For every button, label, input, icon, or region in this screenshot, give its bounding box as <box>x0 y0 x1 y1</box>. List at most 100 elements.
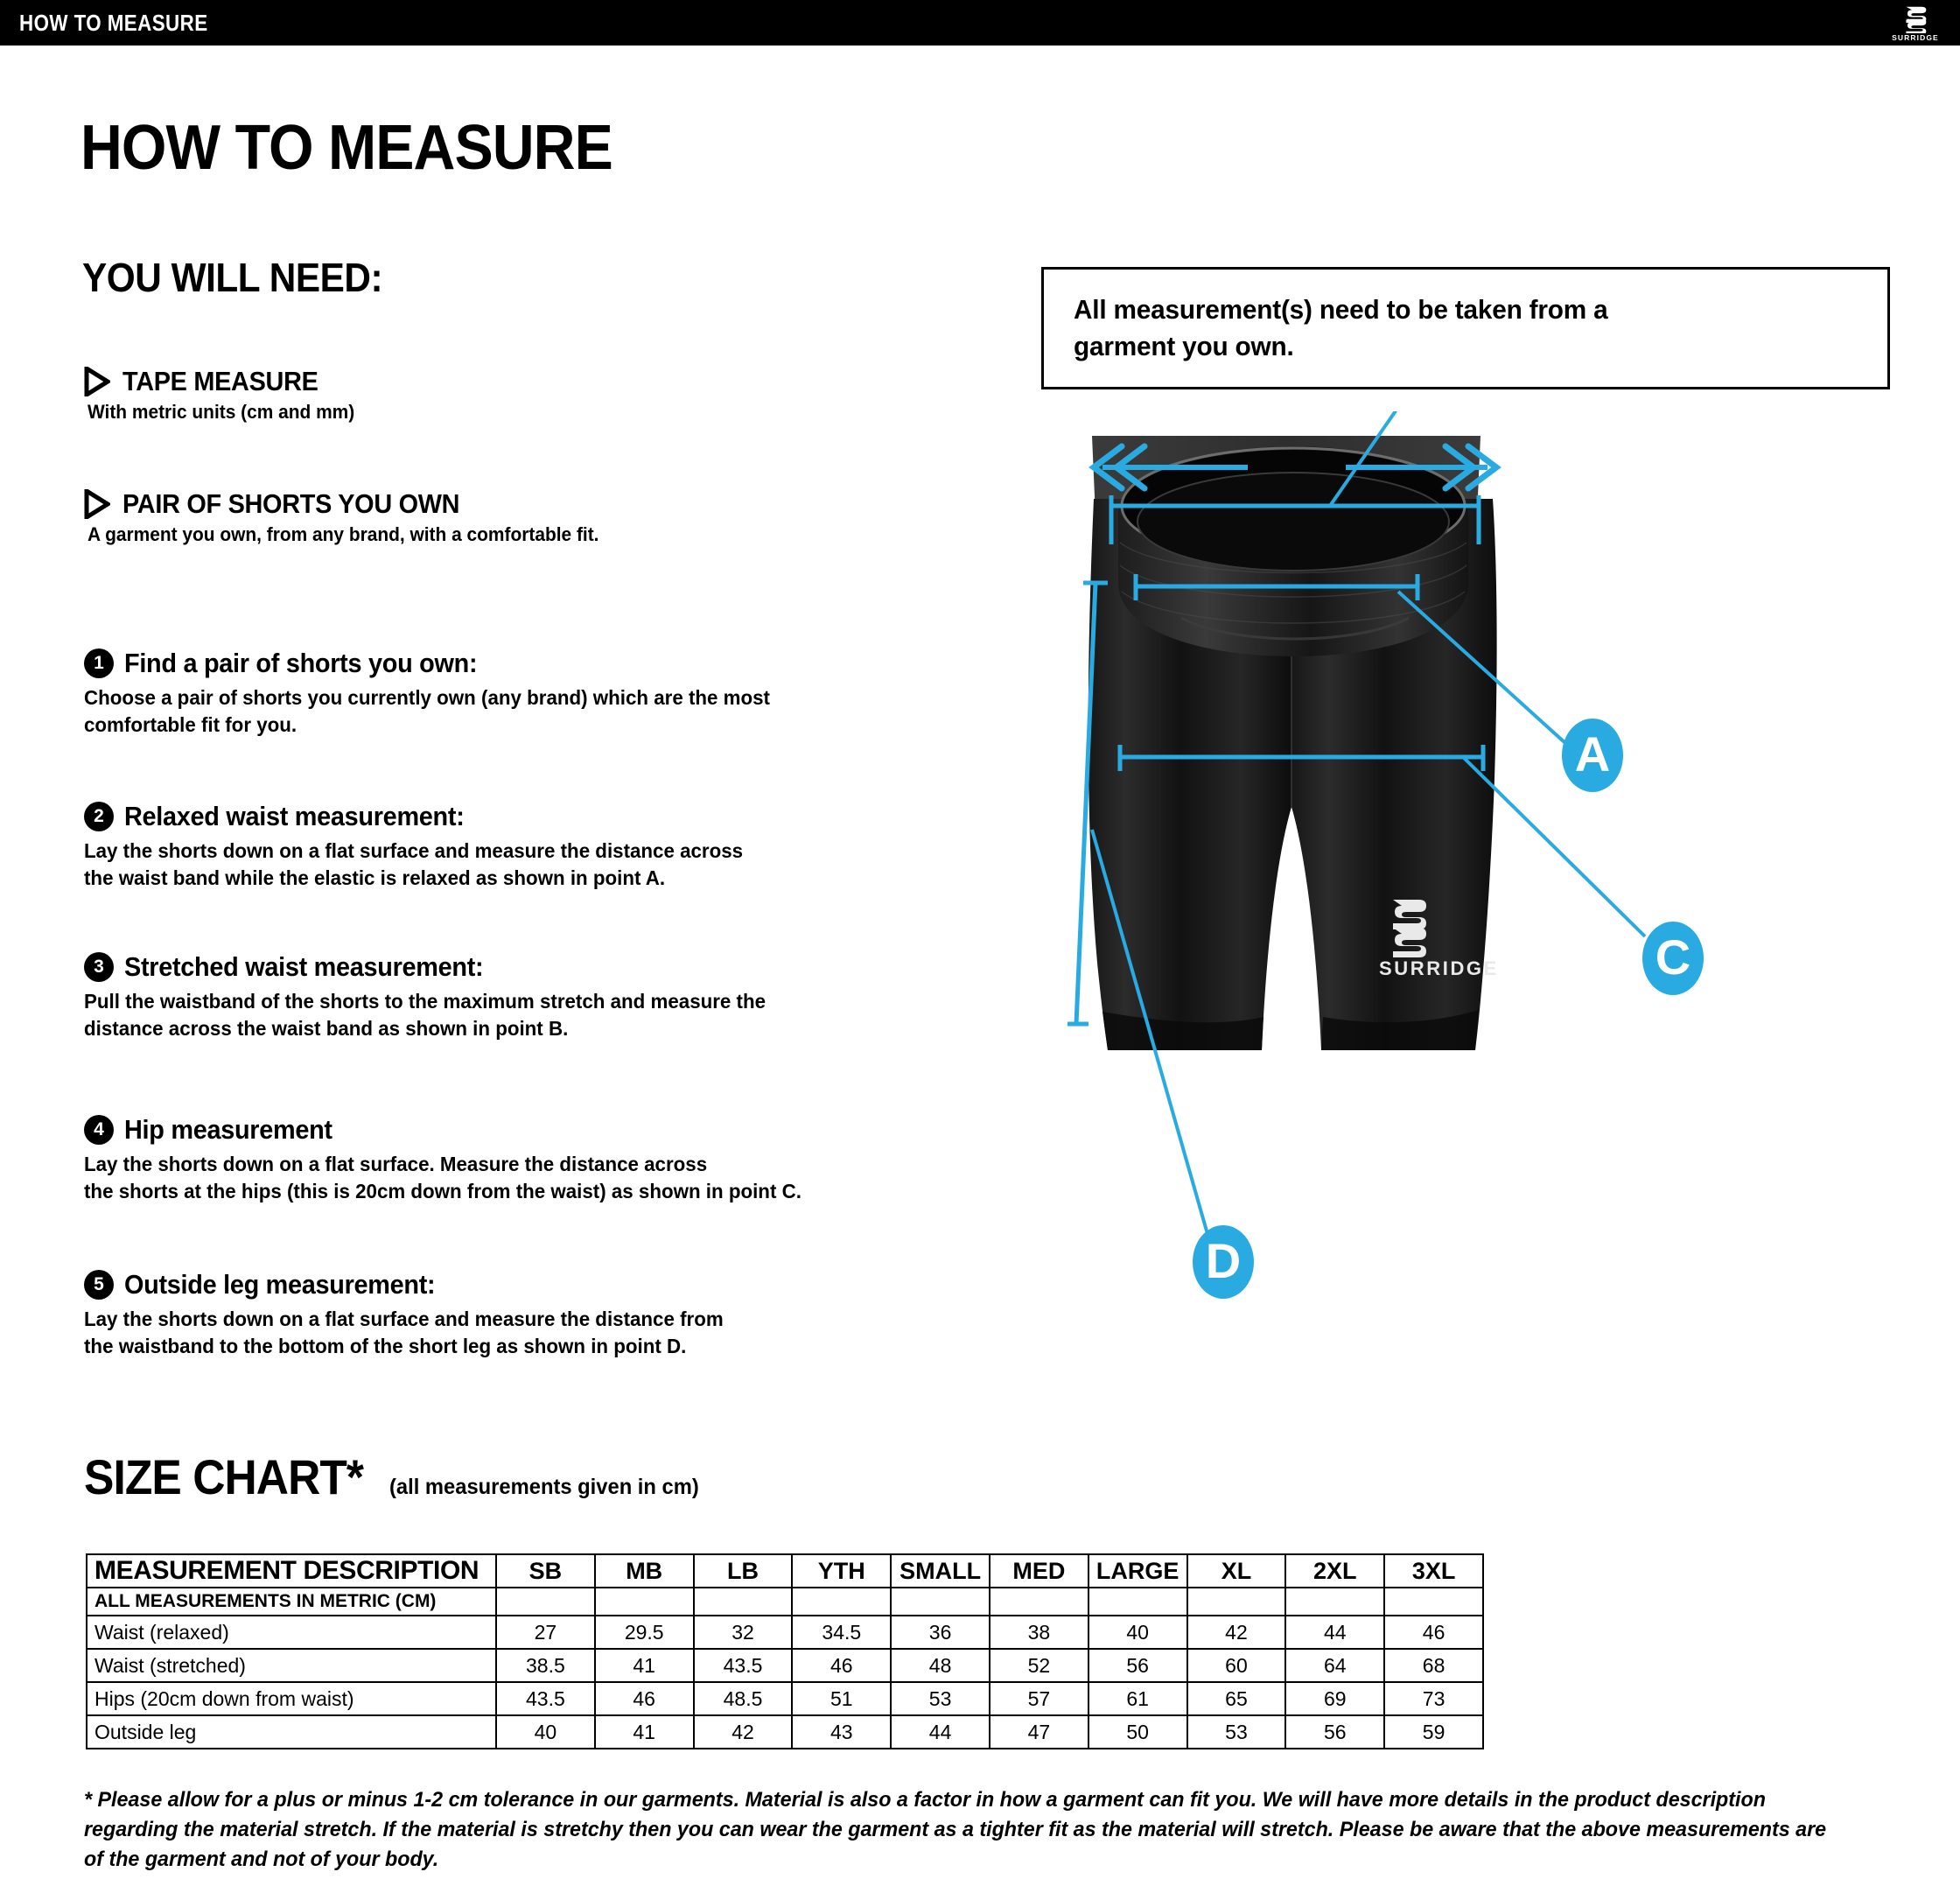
table-cell: 48 <box>890 1648 990 1683</box>
table-cell: 56 <box>1284 1714 1386 1749</box>
need-item-tape-measure: TAPE MEASURE With metric units (cm and m… <box>84 366 368 424</box>
table-cell: 36 <box>890 1615 990 1650</box>
row-label: Waist (stretched) <box>86 1648 497 1683</box>
table-cell: 38.5 <box>495 1648 596 1683</box>
top-bar-title: HOW TO MEASURE <box>19 9 208 36</box>
column-header-sb: SB <box>495 1553 596 1588</box>
leader-line-d <box>1090 829 1209 1235</box>
svg-text:C: C <box>1656 929 1690 985</box>
table-cell: 51 <box>791 1681 892 1716</box>
table-cell: 65 <box>1186 1681 1287 1716</box>
metric-cell <box>1284 1587 1386 1616</box>
step-title: Outside leg measurement: <box>124 1269 436 1300</box>
need-item-shorts: PAIR OF SHORTS YOU OWN A garment you own… <box>84 488 626 546</box>
svg-text:SURRIDGE: SURRIDGE <box>1379 957 1499 979</box>
table-cell: 44 <box>890 1714 990 1749</box>
table-cell: 52 <box>988 1648 1089 1683</box>
row-label: Waist (relaxed) <box>86 1615 497 1650</box>
metric-cell <box>1087 1587 1188 1616</box>
measure-line-outside-leg <box>1068 580 1108 1027</box>
table-cell: 38 <box>988 1615 1089 1650</box>
step-number-badge: 1 <box>84 649 114 678</box>
measure-line-hips <box>1117 745 1486 771</box>
surridge-logo-wordmark: SURRIDGE <box>1892 33 1939 42</box>
step-number-badge: 3 <box>84 952 114 982</box>
step-title: Hip measurement <box>124 1114 332 1145</box>
column-header-small: SMALL <box>890 1553 990 1588</box>
step-title: Stretched waist measurement: <box>124 951 484 982</box>
need-item-sub: A garment you own, from any brand, with … <box>88 523 599 545</box>
step-body: Lay the shorts down on a flat surface an… <box>84 839 744 890</box>
table-cell: 53 <box>890 1681 990 1716</box>
metric-cell <box>890 1587 990 1616</box>
table-cell: 32 <box>692 1615 794 1650</box>
table-cell: 46 <box>593 1681 695 1716</box>
column-header-large: LARGE <box>1087 1553 1188 1588</box>
leader-line-a <box>1396 590 1568 746</box>
garment-brand-logo: SURRIDGE <box>1379 900 1499 979</box>
step-body: Lay the shorts down on a flat surface. M… <box>84 1153 802 1203</box>
table-cell: 34.5 <box>791 1615 892 1650</box>
step-3: 3 Stretched waist measurement: Pull the … <box>84 951 802 1042</box>
leader-line-b <box>1328 411 1398 508</box>
table-cell: 56 <box>1087 1648 1188 1683</box>
surridge-logo: SURRIDGE <box>1886 2 1944 44</box>
table-row-metric-note: ALL MEASUREMENTS IN METRIC (CM) <box>86 1587 1484 1616</box>
size-chart-table: MEASUREMENT DESCRIPTION SB MB LB YTH SMA… <box>86 1553 1484 1749</box>
table-cell: 50 <box>1087 1714 1188 1749</box>
table-cell: 46 <box>791 1648 892 1683</box>
table-cell: 64 <box>1284 1648 1386 1683</box>
marker-badge-c: C <box>1642 922 1704 995</box>
table-cell: 60 <box>1186 1648 1287 1683</box>
step-2: 2 Relaxed waist measurement: Lay the sho… <box>84 801 778 892</box>
table-row: Waist (stretched) 38.5 41 43.5 46 48 52 … <box>86 1648 1484 1683</box>
column-header-med: MED <box>988 1553 1089 1588</box>
step-number-badge: 5 <box>84 1270 114 1300</box>
footnote-text: * Please allow for a plus or minus 1-2 c… <box>84 1788 1827 1872</box>
table-cell: 44 <box>1284 1615 1386 1650</box>
metric-cell <box>692 1587 794 1616</box>
table-cell: 40 <box>495 1714 596 1749</box>
metric-cell <box>988 1587 1089 1616</box>
step-number-badge: 2 <box>84 802 114 831</box>
table-row: Outside leg 40 41 42 43 44 47 50 53 56 5… <box>86 1714 1484 1749</box>
column-header-yth: YTH <box>791 1553 892 1588</box>
shorts-diagram-svg: SURRIDGE <box>1068 411 1704 1299</box>
marker-badge-a: A <box>1562 719 1623 792</box>
table-cell: 43 <box>791 1714 892 1749</box>
top-bar: HOW TO MEASURE SURRIDGE <box>0 0 1960 46</box>
table-cell: 48.5 <box>692 1681 794 1716</box>
table-cell: 40 <box>1087 1615 1188 1650</box>
measure-line-relaxed-waist <box>1133 574 1420 600</box>
metric-cell <box>593 1587 695 1616</box>
table-cell: 43.5 <box>495 1681 596 1716</box>
svg-text:D: D <box>1206 1233 1241 1288</box>
column-header-description: MEASUREMENT DESCRIPTION <box>86 1553 497 1588</box>
table-cell: 43.5 <box>692 1648 794 1683</box>
step-title: Relaxed waist measurement: <box>124 801 465 831</box>
step-number-badge: 4 <box>84 1115 114 1145</box>
table-cell: 61 <box>1087 1681 1188 1716</box>
triangle-outline-icon <box>84 367 110 396</box>
column-header-xl: XL <box>1186 1553 1287 1588</box>
column-header-lb: LB <box>692 1553 794 1588</box>
row-label: Outside leg <box>86 1714 497 1749</box>
size-chart-heading: SIZE CHART* (all measurements given in c… <box>84 1448 715 1505</box>
triangle-outline-icon <box>84 489 110 519</box>
metric-cell <box>1383 1587 1484 1616</box>
table-row: Waist (relaxed) 27 29.5 32 34.5 36 38 40… <box>86 1615 1484 1650</box>
callout-box: All measurement(s) need to be taken from… <box>1041 267 1890 389</box>
table-cell: 41 <box>593 1648 695 1683</box>
table-cell: 46 <box>1383 1615 1484 1650</box>
table-cell: 68 <box>1383 1648 1484 1683</box>
metric-cell <box>1186 1587 1287 1616</box>
column-header-2xl: 2XL <box>1284 1553 1386 1588</box>
size-chart-note: (all measurements given in cm) <box>388 1475 699 1499</box>
step-title: Find a pair of shorts you own: <box>124 648 478 678</box>
table-cell: 47 <box>988 1714 1089 1749</box>
column-header-mb: MB <box>593 1553 695 1588</box>
metric-cell <box>791 1587 892 1616</box>
leader-line-c <box>1461 755 1647 938</box>
table-row: Hips (20cm down from waist) 43.5 46 48.5… <box>86 1681 1484 1716</box>
step-4: 4 Hip measurement Lay the shorts down on… <box>84 1114 839 1205</box>
